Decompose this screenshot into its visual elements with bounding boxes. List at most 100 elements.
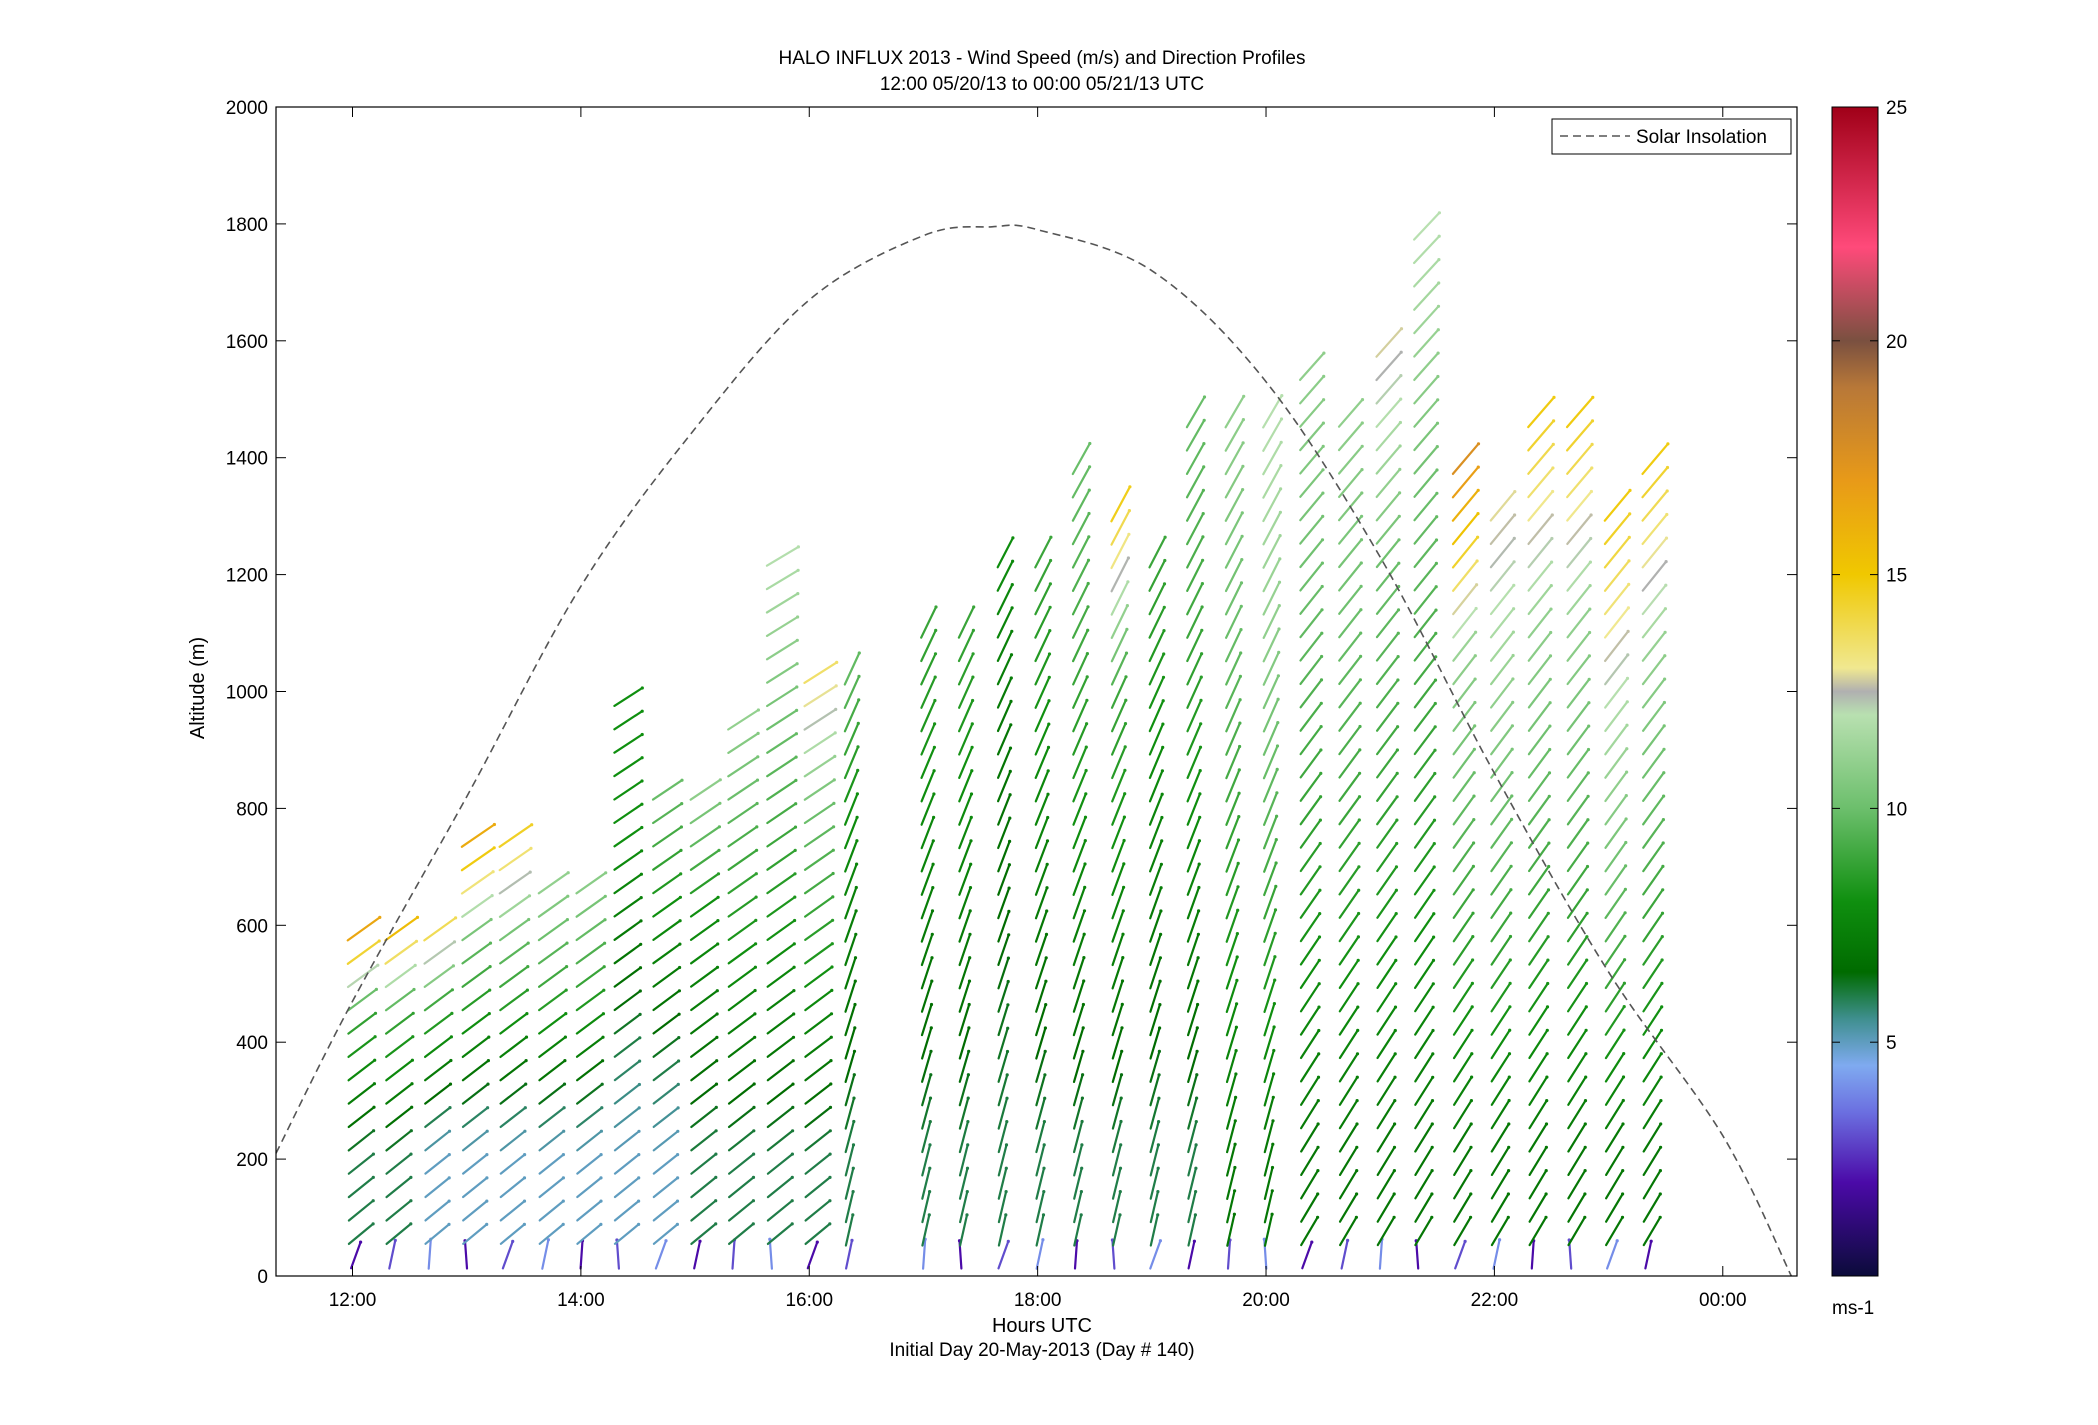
wind-barb-tip [1434, 608, 1438, 612]
wind-barb-tip [1201, 511, 1205, 516]
wind-barb-tip [853, 1026, 857, 1030]
wind-barb [1299, 1029, 1320, 1060]
wind-barb-tip [754, 918, 758, 923]
wind-barb-tip [1081, 1002, 1085, 1007]
wind-barb-tip [794, 778, 798, 783]
wind-barb-tip [410, 1082, 414, 1086]
wind-barb [1604, 1075, 1625, 1106]
wind-barb-tip [486, 1059, 490, 1063]
wind-barb [1262, 417, 1283, 452]
wind-barb-tip [600, 1082, 604, 1086]
wind-barb [1262, 557, 1281, 593]
wind-barb-tip [715, 1059, 719, 1063]
wind-barb-tip [1279, 440, 1283, 444]
wind-barb [1263, 1213, 1274, 1247]
wind-barb-tip [1004, 1143, 1009, 1147]
wind-barb-tip [1590, 442, 1594, 446]
wind-barb [1111, 886, 1125, 920]
wind-barb [766, 802, 797, 825]
wind-barb [1072, 652, 1089, 686]
wind-barb [1490, 982, 1512, 1013]
wind-barb [1527, 490, 1554, 522]
wind-barb-tip [378, 915, 382, 920]
wind-barb [1376, 1052, 1397, 1083]
wind-barb [766, 779, 798, 801]
wind-barb [1263, 955, 1277, 990]
y-tick-label: 1800 [226, 215, 268, 236]
wind-barb [1642, 1192, 1662, 1223]
wind-barb [1338, 772, 1361, 802]
wind-barb-tip [1395, 771, 1399, 776]
wind-barb-tip [1621, 1098, 1625, 1103]
wind-barb-tip [1627, 559, 1631, 563]
wind-barb [1413, 375, 1440, 405]
wind-barb-tip [793, 895, 797, 899]
wind-barb-tip [1161, 675, 1166, 679]
wind-barb-tip [1474, 606, 1478, 611]
wind-barb-tip [415, 915, 420, 920]
wind-barb-tip [1476, 535, 1480, 539]
wind-barb [1375, 468, 1401, 498]
wind-barb-tip [1659, 1122, 1663, 1126]
wind-barb [615, 1238, 621, 1270]
wind-barb-tip [1272, 1072, 1276, 1076]
wind-barb-tip [600, 1106, 604, 1110]
wind-barb [1490, 724, 1514, 756]
wind-barb-tip [1661, 864, 1665, 869]
wind-barb [843, 675, 861, 710]
wind-barb-tip [1513, 513, 1517, 517]
wind-barb-tip [1200, 605, 1204, 609]
wind-barb [766, 1152, 794, 1175]
wind-barb-tip [930, 909, 935, 913]
wind-barb-tip [852, 1096, 856, 1100]
wind-barb [1187, 1096, 1198, 1130]
wind-barb-tip [1163, 535, 1167, 539]
wind-barb [424, 1153, 451, 1175]
wind-barb [1034, 839, 1049, 873]
wind-barb-tip [1359, 631, 1363, 635]
wind-barb-tip [601, 1059, 605, 1063]
wind-barb-tip [1239, 628, 1243, 632]
wind-barb [1566, 958, 1588, 990]
wind-barb-tip [1393, 1052, 1397, 1056]
wind-barb [1186, 839, 1201, 873]
wind-barb [920, 699, 937, 733]
wind-barb [997, 863, 1011, 896]
wind-profile [1034, 535, 1053, 1270]
wind-barb-tip [1279, 417, 1284, 421]
wind-barb [1110, 533, 1131, 570]
wind-barb [1299, 538, 1324, 569]
wind-profile [651, 778, 684, 1270]
wind-barb-tip [1011, 559, 1015, 563]
wind-barb-tip [1120, 1026, 1124, 1030]
wind-barb-tip [1552, 395, 1556, 399]
wind-barb-tip [1432, 935, 1436, 939]
wind-barb [652, 1013, 681, 1035]
wind-barb-tip [1509, 841, 1513, 845]
wind-barb [1376, 818, 1399, 849]
wind-barb-tip [853, 1002, 857, 1007]
wind-barb [423, 988, 454, 1012]
wind-barb-tip [718, 778, 722, 782]
wind-barb-tip [1469, 1099, 1473, 1103]
wind-barb-tip [1240, 558, 1244, 562]
wind-barb-tip [1506, 1192, 1510, 1196]
wind-barb [1224, 511, 1244, 546]
wind-barb [1489, 513, 1516, 546]
wind-barb [1149, 886, 1163, 920]
wind-barb [1603, 559, 1631, 592]
wind-barb-tip [1508, 1028, 1512, 1032]
wind-barb [1375, 562, 1400, 592]
wind-barb-tip [1195, 1026, 1199, 1030]
wind-barb [1453, 1146, 1473, 1177]
wind-barb [1149, 1120, 1160, 1154]
wind-barb-tip [966, 1096, 970, 1100]
wind-barb [1148, 559, 1166, 592]
wind-barb [1566, 513, 1593, 546]
wind-barb-tip [1621, 1075, 1626, 1079]
wind-barb-tip [1620, 1215, 1625, 1219]
wind-barb [1566, 724, 1590, 756]
wind-barb-tip [1551, 466, 1555, 470]
wind-barb-tip [852, 1049, 857, 1053]
wind-barb [1338, 982, 1360, 1013]
